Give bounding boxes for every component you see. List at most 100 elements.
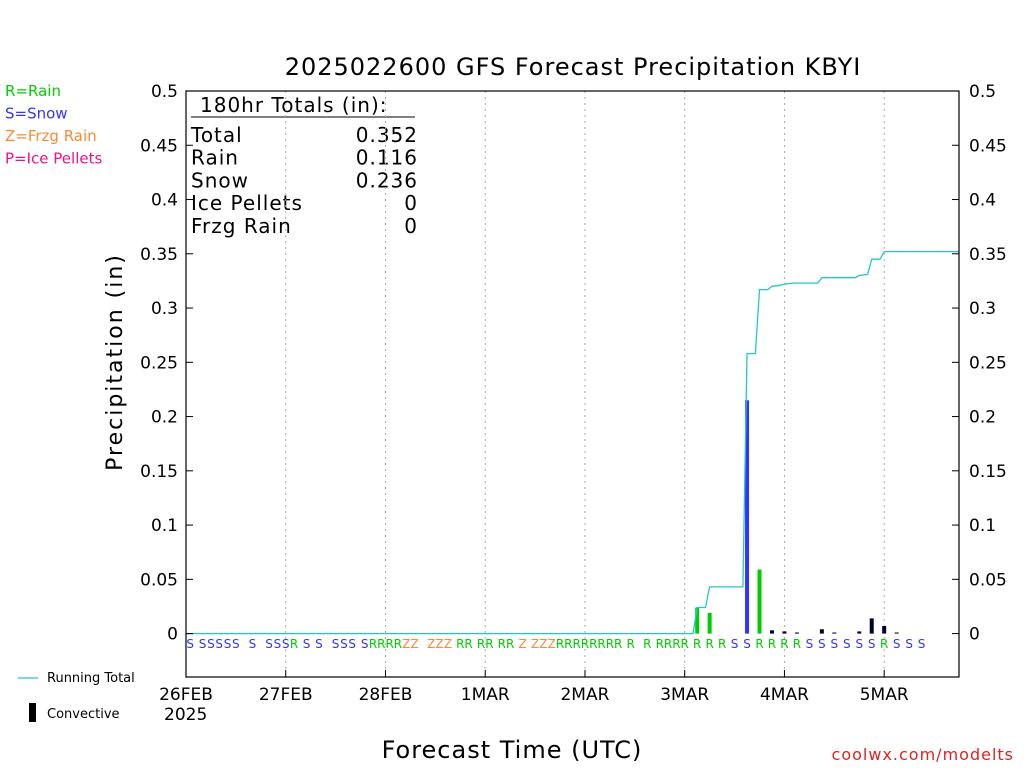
running-total-line bbox=[186, 250, 959, 635]
totals-row-label: Rain bbox=[191, 146, 239, 170]
precip-type-letter: S bbox=[282, 637, 290, 651]
x-tick-label: 4MAR bbox=[760, 685, 809, 705]
precip-type-letter: R bbox=[572, 637, 580, 651]
precip-type-letter: R bbox=[755, 637, 763, 651]
precip-type-letter: R bbox=[498, 637, 506, 651]
precip-type-letter: R bbox=[768, 637, 776, 651]
y-tick-label-right: 0.3 bbox=[969, 299, 996, 319]
precip-type-letter: R bbox=[581, 637, 589, 651]
convective-bar bbox=[882, 625, 887, 634]
convective-legend-swatch bbox=[29, 703, 36, 722]
totals-row-value: 0 bbox=[404, 191, 418, 215]
precip-type-letter: R bbox=[718, 637, 726, 651]
precip-bars bbox=[695, 400, 762, 634]
plot-frame bbox=[185, 90, 960, 678]
precip-type-letter: S bbox=[855, 637, 863, 651]
y-tick-label-left: 0.15 bbox=[140, 462, 178, 482]
precip-type-letter: Z bbox=[410, 637, 418, 651]
precip-type-letter: S bbox=[332, 637, 340, 651]
precip-type-letter: Z bbox=[519, 637, 527, 651]
precip-type-letter: R bbox=[377, 637, 385, 651]
bottom-legend: Running Total Convective bbox=[18, 671, 135, 722]
precip-type-letter: R bbox=[643, 637, 651, 651]
totals-row-value: 0.116 bbox=[356, 146, 418, 170]
precip-type-letter: S bbox=[265, 637, 273, 651]
convective-bar bbox=[869, 618, 874, 634]
y-tick-label-left: 0 bbox=[167, 625, 178, 645]
precip-type-letter: S bbox=[831, 637, 839, 651]
precip-type-letter: R bbox=[705, 637, 713, 651]
precip-type-legend-item: P=Ice Pellets bbox=[5, 150, 102, 168]
y-axis-label: Precipitation (in) bbox=[103, 253, 128, 471]
precip-type-letter: S bbox=[348, 637, 356, 651]
grid-lines bbox=[285, 91, 885, 677]
precip-type-letter: Z bbox=[444, 637, 452, 651]
y-tick-label-right: 0 bbox=[969, 625, 980, 645]
precip-type-letter: R bbox=[672, 637, 680, 651]
precip-type-letter: Z bbox=[427, 637, 435, 651]
precip-type-letter: Z bbox=[402, 637, 410, 651]
precip-type-letter: S bbox=[232, 637, 240, 651]
y-tick-label-right: 0.25 bbox=[969, 353, 1007, 373]
totals-row-label: Ice Pellets bbox=[191, 191, 303, 215]
precip-type-letter: R bbox=[880, 637, 888, 651]
precip-bar bbox=[745, 400, 750, 634]
precip-type-letter: R bbox=[385, 637, 393, 651]
plot-border bbox=[185, 90, 960, 678]
precip-type-letter: R bbox=[681, 637, 689, 651]
chart-title: 2025022600 GFS Forecast Precipitation KB… bbox=[285, 53, 862, 81]
x-axis-label: Forecast Time (UTC) bbox=[382, 736, 643, 764]
precip-type-letter: S bbox=[843, 637, 851, 651]
y-tick-label-right: 0.35 bbox=[969, 245, 1007, 265]
precip-bar bbox=[707, 612, 712, 634]
totals-box: 180hr Totals (in): Total 0.352 Rain 0.116 Sno… bbox=[190, 93, 418, 238]
precip-type-letter: S bbox=[361, 637, 369, 651]
precip-type-letter: S bbox=[868, 637, 876, 651]
x-tick-label: 1MAR bbox=[461, 685, 510, 705]
precip-type-letter: S bbox=[199, 637, 207, 651]
totals-row-label: Total bbox=[190, 123, 243, 147]
convective-bar bbox=[782, 631, 787, 634]
precip-type-letter: R bbox=[369, 637, 377, 651]
credit-text: coolwx.com/modelts bbox=[832, 745, 1014, 764]
precip-type-letter: R bbox=[589, 637, 597, 651]
convective-bar bbox=[769, 630, 774, 634]
precip-type-letter: R bbox=[456, 637, 464, 651]
totals-row-label: Frzg Rain bbox=[191, 214, 292, 238]
precip-type-letter: R bbox=[485, 637, 493, 651]
precip-type-letter: R bbox=[464, 637, 472, 651]
x-tick-label: 26FEB bbox=[159, 685, 213, 705]
precip-type-letter: S bbox=[249, 637, 257, 651]
y-tick-label-left: 0.3 bbox=[151, 299, 178, 319]
precip-bar bbox=[757, 569, 762, 634]
precip-type-legend-item: Z=Frzg Rain bbox=[5, 127, 97, 145]
y-tick-label-right: 0.1 bbox=[969, 516, 996, 536]
totals-heading: 180hr Totals (in): bbox=[200, 93, 388, 117]
convective-legend-label: Convective bbox=[47, 707, 120, 722]
y-tick-label-left: 0.25 bbox=[140, 353, 178, 373]
totals-row-label: Snow bbox=[191, 168, 249, 192]
precip-type-letter: S bbox=[224, 637, 232, 651]
y-tick-label-right: 0.45 bbox=[969, 136, 1007, 156]
x-tick-label: 5MAR bbox=[860, 685, 909, 705]
precip-type-letter: Z bbox=[539, 637, 547, 651]
precip-type-letter: S bbox=[818, 637, 826, 651]
precip-type-letter: R bbox=[597, 637, 605, 651]
precip-type-letter: S bbox=[274, 637, 282, 651]
precip-type-legend-item: R=Rain bbox=[5, 82, 61, 100]
totals-row-value: 0.236 bbox=[356, 168, 418, 192]
precip-type-letter: R bbox=[793, 637, 801, 651]
precip-bar bbox=[695, 607, 700, 634]
precip-type-letter: R bbox=[656, 637, 664, 651]
running-total-legend-label: Running Total bbox=[47, 671, 135, 686]
precip-type-letter: S bbox=[893, 637, 901, 651]
convective-bar bbox=[794, 632, 799, 634]
precip-type-letter: Z bbox=[548, 637, 556, 651]
precip-type-legend: R=Rain S=Snow Z=Frzg Rain P=Ice Pellets bbox=[5, 82, 102, 168]
precip-type-letter: R bbox=[627, 637, 635, 651]
y-tick-label-left: 0.1 bbox=[151, 516, 178, 536]
running-total-line-group bbox=[186, 250, 959, 635]
y-tick-label-right: 0.4 bbox=[969, 191, 996, 211]
